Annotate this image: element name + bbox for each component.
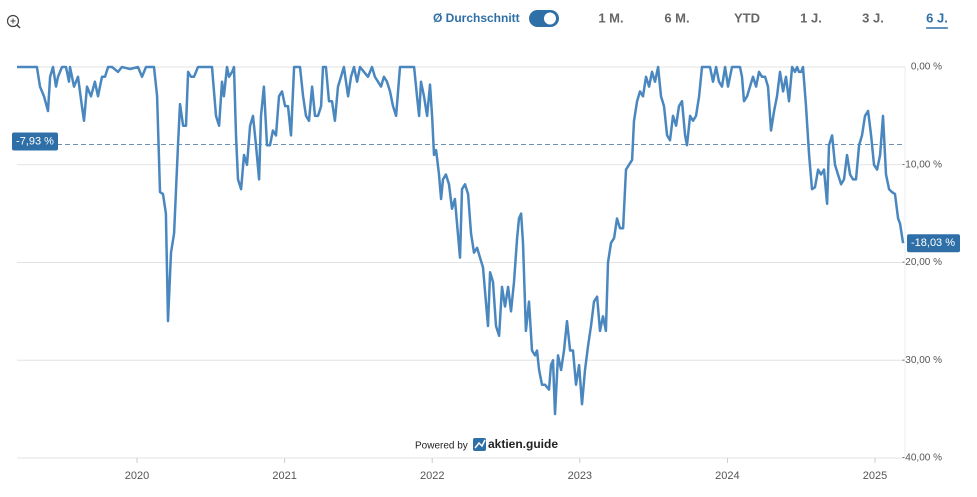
y-tick-label: -40,00 % — [902, 453, 942, 464]
x-tick-label: 2025 — [863, 470, 887, 482]
average-badge — [12, 132, 58, 151]
average-toggle-label[interactable]: Ø Durchschnitt — [433, 11, 520, 25]
last-label: -18,03 % — [911, 237, 955, 249]
series-line — [17, 65, 905, 416]
range-button[interactable]: 6 J. — [926, 10, 948, 25]
last-badge — [907, 234, 960, 253]
y-tick-label: -10,00 % — [902, 159, 942, 170]
x-tick-label: 2024 — [715, 470, 739, 482]
x-tick-label: 2023 — [568, 470, 592, 482]
average-label: -7,93 % — [16, 135, 54, 147]
toggle-switch[interactable] — [529, 10, 559, 27]
y-tick-label: -30,00 % — [902, 355, 942, 366]
zoom-icon[interactable] — [6, 14, 21, 29]
x-tick-label: 2021 — [272, 470, 296, 482]
y-tick-label: 0,00 % — [911, 62, 942, 73]
watermark-prefix: Powered by — [415, 441, 468, 452]
x-tick-label: 2022 — [420, 470, 444, 482]
range-button[interactable]: 3 J. — [862, 10, 884, 25]
x-tick-label: 2020 — [125, 470, 149, 482]
range-button[interactable]: 6 M. — [664, 10, 689, 25]
y-tick-label: -20,00 % — [902, 257, 942, 268]
watermark-brand: aktien.guide — [488, 437, 558, 451]
range-button[interactable]: 1 J. — [800, 10, 822, 25]
range-button[interactable]: 1 M. — [598, 10, 623, 25]
watermark: Powered by aktien.guide — [415, 437, 558, 451]
range-button[interactable]: YTD — [734, 10, 760, 25]
